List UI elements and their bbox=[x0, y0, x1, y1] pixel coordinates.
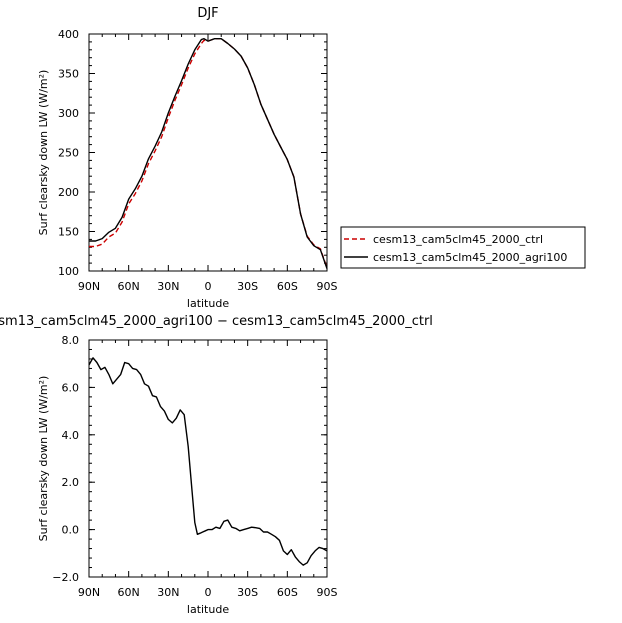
legend-label: cesm13_cam5clm45_2000_agri100 bbox=[373, 251, 567, 264]
x-tick-label: 30N bbox=[157, 586, 179, 599]
y-tick-label: 4.0 bbox=[62, 429, 80, 442]
x-axis-label: latitude bbox=[187, 603, 229, 616]
chart-title: cesm13_cam5clm45_2000_agri100 − cesm13_c… bbox=[0, 314, 433, 329]
legend-label: cesm13_cam5clm45_2000_ctrl bbox=[373, 233, 543, 246]
series-group bbox=[88, 357, 328, 566]
series-line bbox=[89, 38, 328, 269]
series-line bbox=[89, 38, 328, 269]
x-tick-label: 60S bbox=[277, 586, 298, 599]
y-tick-label: 8.0 bbox=[62, 334, 80, 347]
legend-items: cesm13_cam5clm45_2000_ctrl cesm13_cam5clm… bbox=[344, 233, 567, 264]
x-tick-label: 0 bbox=[205, 586, 212, 599]
x-axis-label: latitude bbox=[187, 297, 229, 310]
plot-frame bbox=[88, 33, 328, 272]
x-tick-label: 60N bbox=[118, 280, 140, 293]
series-group bbox=[89, 38, 328, 269]
x-tick-label: 30N bbox=[157, 280, 179, 293]
x-tick-label: 0 bbox=[205, 280, 212, 293]
y-axis-label: Surf clearsky down LW (W/m²) bbox=[37, 376, 50, 542]
y-tick-label: −2.0 bbox=[52, 571, 79, 584]
y-tick-label: 150 bbox=[58, 226, 79, 239]
series-line bbox=[88, 357, 328, 566]
x-tick-label: 90S bbox=[317, 586, 338, 599]
x-tick-label: 60N bbox=[118, 586, 140, 599]
axis-ticks: 90N 60N 30N 0 30S 60S 90S −2.0 0.0 2.0 4.0 6.0 8.0 bbox=[52, 334, 337, 599]
axis-ticks: 90N 60N 30N 0 30S 60S 90S 100 150 200 250 300 350 400 bbox=[58, 28, 338, 293]
x-tick-label: 90S bbox=[317, 280, 338, 293]
y-tick-label: 0.0 bbox=[62, 524, 80, 537]
y-axis-label: Surf clearsky down LW (W/m²) bbox=[37, 70, 50, 236]
chart-title: DJF bbox=[197, 6, 218, 21]
panel-bottom: cesm13_cam5clm45_2000_agri100 − cesm13_c… bbox=[0, 314, 433, 616]
y-tick-label: 2.0 bbox=[62, 476, 80, 489]
y-tick-label: 400 bbox=[58, 28, 79, 41]
y-tick-label: 100 bbox=[58, 265, 79, 278]
x-tick-label: 90N bbox=[78, 586, 100, 599]
plot-frame bbox=[88, 339, 328, 578]
x-tick-label: 30S bbox=[237, 586, 258, 599]
legend: cesm13_cam5clm45_2000_ctrl cesm13_cam5clm… bbox=[340, 226, 586, 269]
panel-top: DJF 90N 60N 30N 0 30S 60S 90S 100 150 200 250 300 35… bbox=[37, 6, 338, 310]
y-tick-label: 6.0 bbox=[62, 381, 80, 394]
y-tick-label: 300 bbox=[58, 107, 79, 120]
x-tick-label: 90N bbox=[78, 280, 100, 293]
y-tick-label: 250 bbox=[58, 147, 79, 160]
x-tick-label: 60S bbox=[277, 280, 298, 293]
x-tick-label: 30S bbox=[237, 280, 258, 293]
y-tick-label: 200 bbox=[58, 186, 79, 199]
legend-box bbox=[340, 226, 586, 269]
y-tick-label: 350 bbox=[58, 68, 79, 81]
